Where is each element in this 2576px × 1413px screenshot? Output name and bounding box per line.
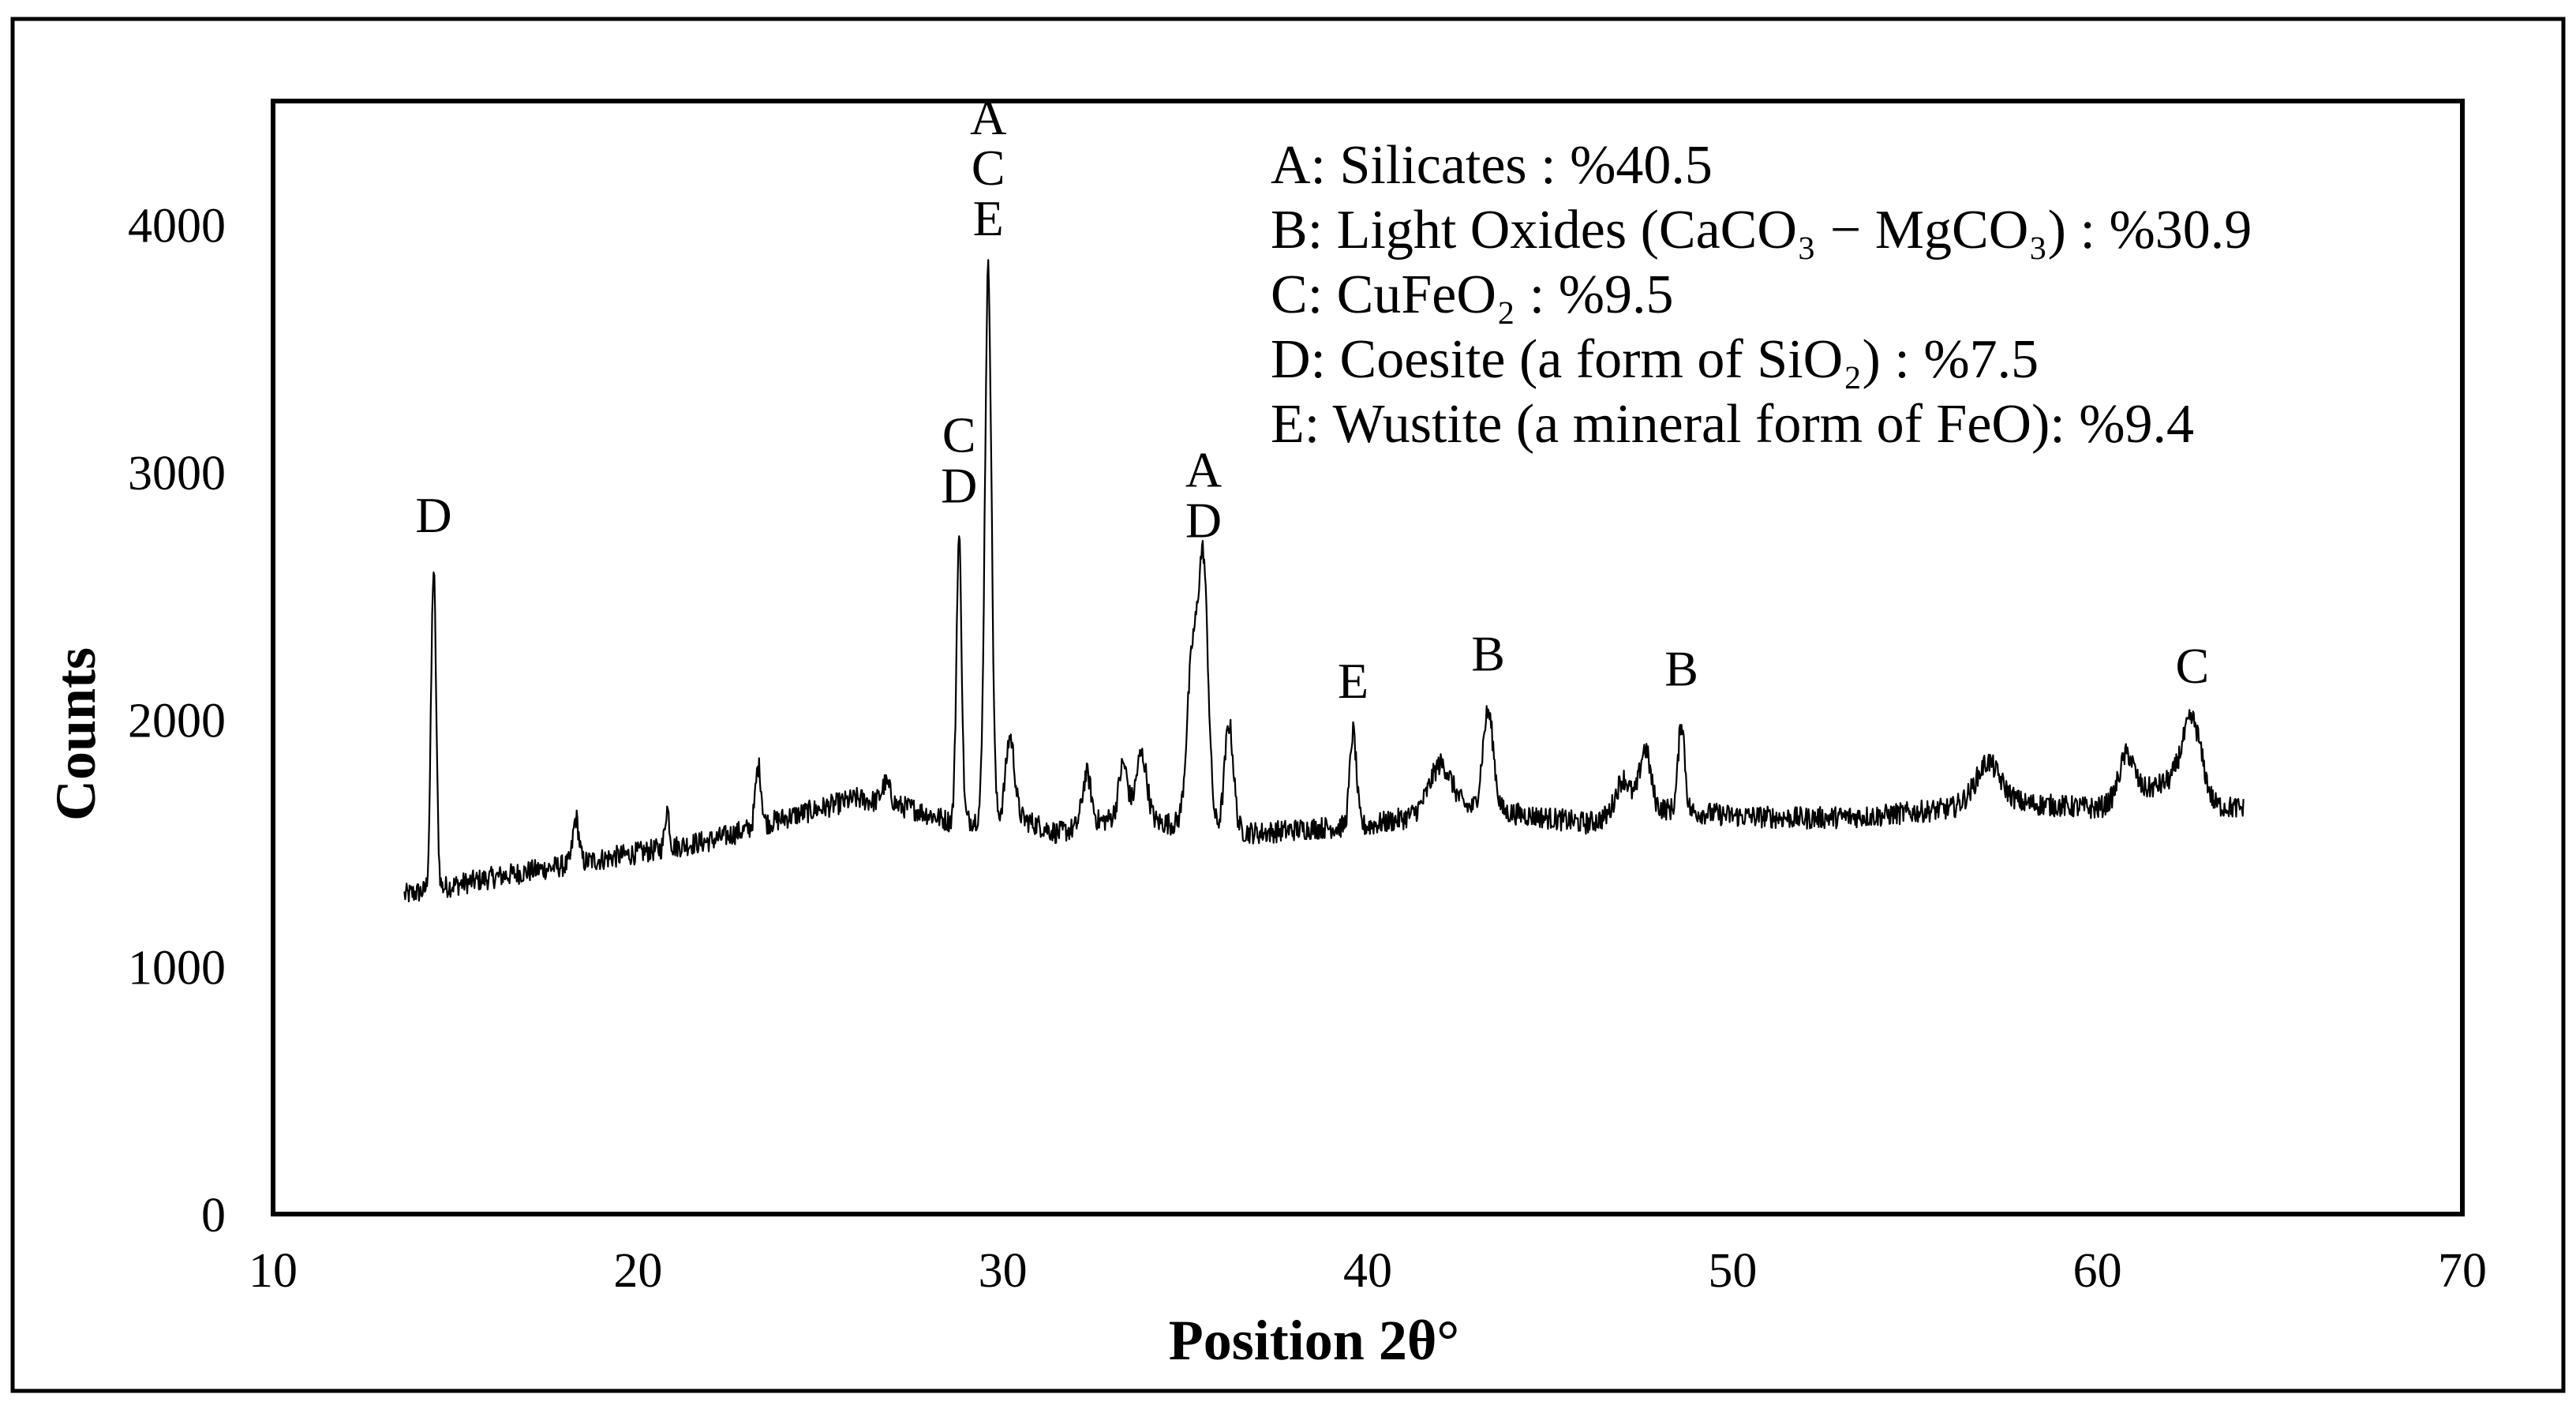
peak-label: E: [973, 190, 1004, 246]
y-tick-labels: 0 1000 2000 3000 4000: [128, 200, 226, 1242]
x-tick-label: 20: [613, 1244, 662, 1298]
legend-entry-b: B: Light Oxides (CaCO₃ − MgCO₃) : %30.9: [1271, 200, 2252, 260]
x-tick-label: 60: [2073, 1244, 2122, 1298]
peak-label: A: [970, 89, 1006, 145]
peak-label: C: [942, 407, 976, 463]
peak-label: D: [941, 457, 977, 513]
y-tick-label: 2000: [128, 694, 226, 748]
peak-label: C: [972, 140, 1005, 196]
peak-label: D: [1185, 492, 1222, 548]
legend-entry-c: C: CuFeO₂ : %9.5: [1271, 264, 1674, 325]
x-tick-label: 30: [979, 1244, 1028, 1298]
y-axis-title: Counts: [44, 647, 107, 821]
peak-label: B: [1664, 640, 1698, 696]
plot-area: [271, 99, 2465, 1216]
legend-entry-e: E: Wustite (a mineral form of FeO): %9.4: [1271, 394, 2194, 455]
xrd-pattern-line: [403, 259, 2245, 902]
x-tick-label: 50: [1708, 1244, 1757, 1298]
x-tick-label: 40: [1343, 1244, 1392, 1298]
phase-legend: A: Silicates : %40.5 B: Light Oxides (Ca…: [1271, 135, 2252, 455]
x-tick-label: 10: [249, 1244, 298, 1298]
peak-label: D: [415, 487, 451, 543]
legend-entry-a: A: Silicates : %40.5: [1271, 135, 1713, 196]
x-tick-labels: 10 20 30 40 50 60 70: [249, 1244, 2487, 1298]
y-tick-label: 4000: [128, 200, 226, 253]
y-tick-label: 3000: [128, 447, 226, 500]
series-group: [403, 259, 2245, 902]
peak-label: A: [1185, 441, 1222, 497]
y-tick-label: 1000: [128, 942, 226, 995]
x-axis-title: Position 2θ°: [1169, 1309, 1459, 1372]
x-tick-label: 70: [2438, 1244, 2487, 1298]
peak-label: B: [1471, 625, 1505, 681]
peak-label: C: [2176, 638, 2210, 694]
legend-entry-d: D: Coesite (a form of SiO₂) : %7.5: [1271, 329, 2039, 390]
y-tick-label: 0: [201, 1189, 226, 1242]
peak-label: E: [1338, 653, 1368, 709]
